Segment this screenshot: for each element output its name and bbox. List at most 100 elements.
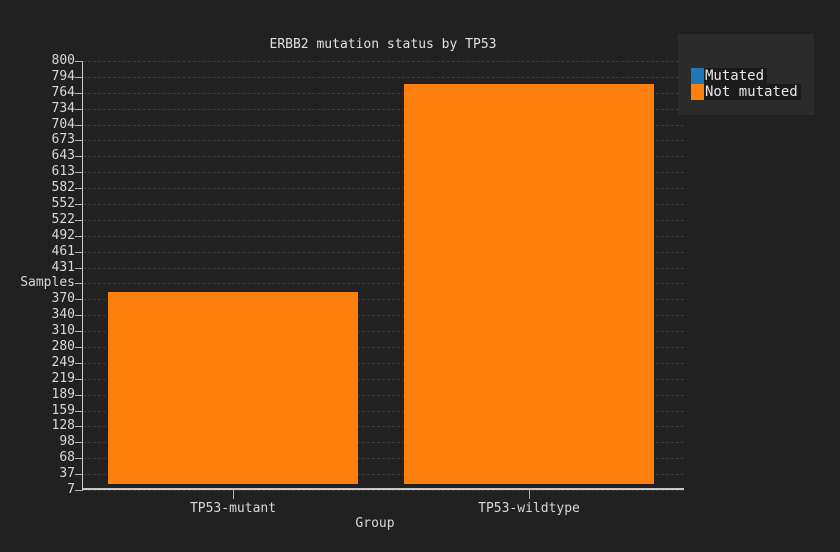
y-gridline	[83, 283, 684, 285]
y-gridline	[83, 61, 684, 62]
y-gridline	[83, 378, 684, 380]
y-tick-mark	[75, 140, 83, 142]
y-tick-label: 128	[51, 418, 75, 434]
y-gridline	[83, 347, 684, 348]
y-gridline	[83, 362, 684, 364]
y-tick-label: 582	[51, 180, 75, 196]
y-tick-label: 461	[51, 243, 75, 259]
y-axis-title: Samples	[20, 275, 75, 291]
y-tick-mark	[75, 394, 83, 396]
legend-label: Not mutated	[704, 84, 801, 100]
y-tick-label: 764	[51, 84, 75, 100]
y-tick-label: 37	[59, 466, 75, 482]
y-tick-mark	[75, 108, 83, 110]
y-tick-mark	[75, 331, 83, 333]
y-gridline	[83, 140, 684, 142]
y-tick-mark	[75, 92, 83, 94]
y-tick-label: 7	[67, 482, 75, 497]
y-gridline	[83, 426, 684, 428]
x-tick-mark	[233, 490, 234, 499]
y-tick-mark	[75, 219, 83, 221]
y-tick-mark	[75, 426, 83, 428]
y-tick-label: 673	[51, 132, 75, 148]
y-tick-label: 704	[51, 116, 75, 132]
y-gridline	[83, 188, 684, 190]
y-tick-mark	[75, 490, 83, 491]
x-tick-label-tp53-wildtype: TP53-wildtype	[478, 501, 580, 516]
y-tick-mark	[75, 156, 83, 158]
y-tick-label: 800	[51, 53, 75, 68]
y-gridline	[83, 92, 684, 94]
legend: Mutated Not mutated	[678, 34, 814, 115]
y-gridline	[83, 219, 684, 221]
y-gridline	[83, 442, 684, 444]
y-gridline	[83, 315, 684, 317]
y-tick-label: 310	[51, 323, 75, 339]
y-gridline	[83, 108, 684, 110]
y-tick-label: 522	[51, 211, 75, 227]
y-tick-label: 613	[51, 164, 75, 180]
plot-area: 800 794 764 734 704 673 643 613 582 552 522 492 461 4…	[20, 54, 684, 516]
y-tick-mark	[75, 61, 83, 62]
y-tick-mark	[75, 188, 83, 190]
y-gridline	[83, 267, 684, 269]
legend-swatch-icon	[691, 84, 704, 100]
bar-tp53-wildtype	[404, 84, 654, 484]
y-gridline	[83, 251, 684, 253]
legend-swatch-icon	[691, 68, 704, 84]
y-tick-mark	[75, 283, 83, 285]
y-gridline	[83, 204, 684, 205]
y-tick-mark	[75, 474, 83, 476]
y-tick-label: 219	[51, 370, 75, 386]
y-tick-label: 552	[51, 196, 75, 211]
bar-tp53-mutant	[108, 292, 358, 484]
y-tick-mark	[75, 362, 83, 364]
y-tick-mark	[75, 124, 83, 126]
y-tick-mark	[75, 458, 83, 460]
y-gridline	[83, 331, 684, 333]
y-tick-label: 340	[51, 307, 75, 323]
y-tick-label: 249	[51, 354, 75, 370]
y-tick-mark	[75, 299, 83, 301]
y-tick-mark	[75, 442, 83, 444]
legend-entry: Not mutated	[691, 84, 814, 100]
x-tick-label-tp53-mutant: TP53-mutant	[189, 501, 277, 516]
y-tick-label: 794	[51, 68, 75, 84]
y-tick-mark	[75, 76, 83, 78]
y-gridline	[83, 76, 684, 78]
y-tick-label: 643	[51, 148, 75, 164]
y-gridline	[83, 410, 684, 412]
y-gridline	[83, 490, 684, 491]
y-tick-label: 431	[51, 259, 75, 275]
y-tick-mark	[75, 204, 83, 205]
y-tick-label: 68	[59, 450, 75, 466]
y-tick-label: 189	[51, 386, 75, 402]
y-tick-mark	[75, 347, 83, 348]
x-tick-mark	[529, 490, 530, 499]
chart-title: ERBB2 mutation status by TP53	[269, 37, 497, 52]
y-tick-label: 492	[51, 227, 75, 243]
y-tick-mark	[75, 315, 83, 317]
y-gridline	[83, 458, 684, 460]
y-tick-mark	[75, 251, 83, 253]
y-gridline	[83, 235, 684, 237]
y-tick-label: 98	[59, 434, 75, 450]
x-axis-title: Group	[355, 516, 395, 531]
y-tick-label: 734	[51, 100, 75, 116]
y-tick-mark	[75, 267, 83, 269]
y-gridline	[83, 124, 684, 126]
y-gridline	[83, 394, 684, 396]
y-gridline	[83, 172, 684, 174]
y-tick-mark	[75, 378, 83, 380]
y-gridline	[83, 299, 684, 301]
y-tick-mark	[75, 172, 83, 174]
legend-label: Mutated	[704, 68, 768, 84]
y-tick-label: 370	[51, 291, 75, 307]
legend-entry: Mutated	[691, 68, 814, 84]
y-gridline	[83, 156, 684, 158]
y-tick-label: 280	[51, 339, 75, 354]
y-gridline	[83, 474, 684, 476]
y-tick-label: 159	[51, 402, 75, 418]
y-tick-mark	[75, 410, 83, 412]
